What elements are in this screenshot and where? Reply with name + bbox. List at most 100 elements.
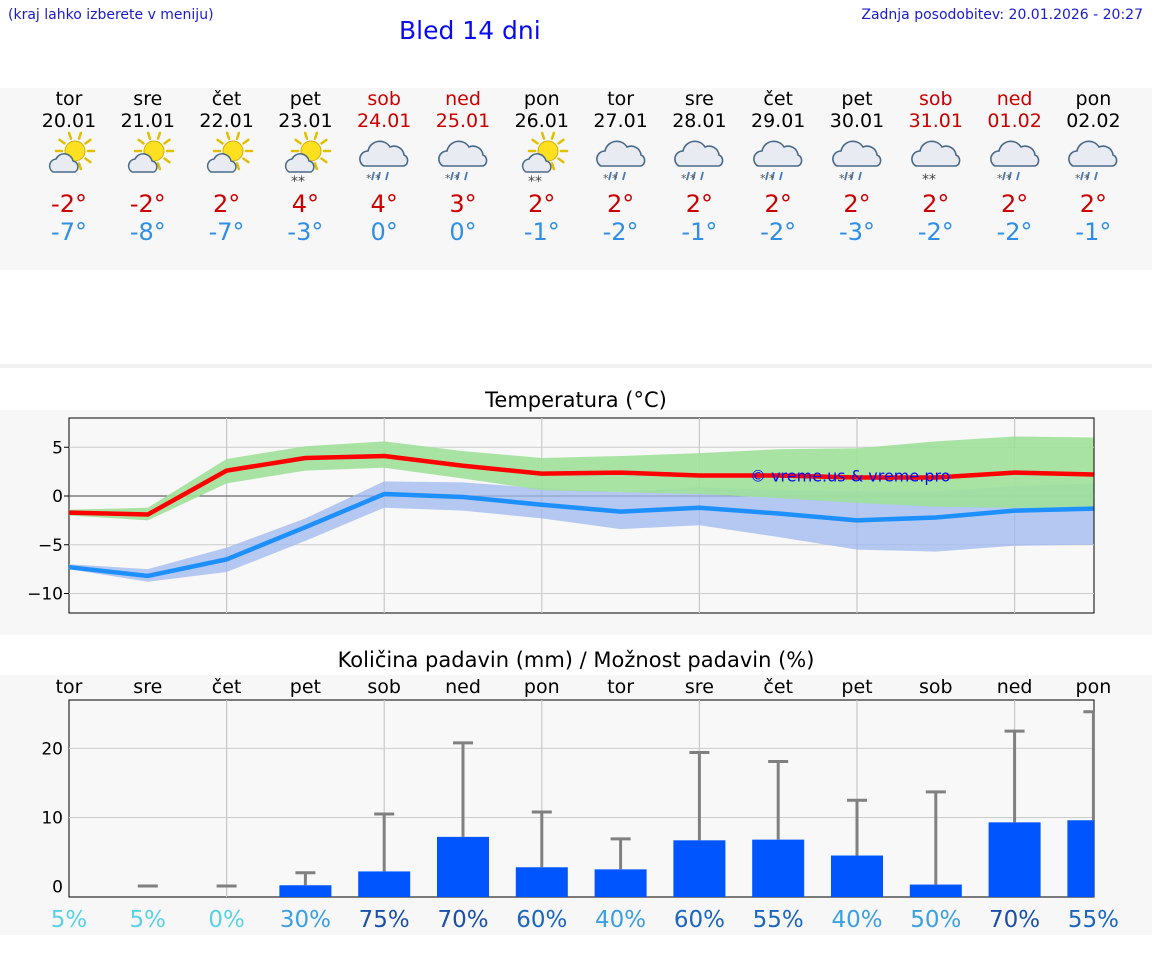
day-column: pon 26.01 ** 2° -1° [502,88,582,246]
max-temp: 2° [212,190,241,218]
precip-bar [752,839,805,897]
precip-chance: 5% [51,907,88,933]
sun-cloud-snow-icon: ** [285,131,332,190]
sleet-icon: * * [603,171,626,185]
day-date: 21.01 [120,110,175,132]
day-name: ned [445,88,481,110]
svg-text:* *: * * [603,172,618,185]
svg-text:* *: * * [839,172,854,185]
snow-icon: ** [528,174,542,190]
min-temp: 0° [370,218,398,246]
max-temp: 2° [922,190,950,218]
cloud-icon [674,140,724,167]
day-date: 22.01 [199,110,254,132]
precip-bar [831,855,883,897]
day-date: 25.01 [435,110,491,132]
min-temp: 0° [449,218,477,246]
max-temp: 4° [370,190,398,218]
day-name: sob [367,88,401,110]
precip-chance: 70% [989,907,1040,933]
precip-chance: 60% [674,907,725,933]
min-temp: -1° [681,218,718,246]
forecast-band [0,88,1152,270]
cloud-icon [989,140,1039,167]
day-date: 20.01 [41,110,97,132]
plot-area [68,699,1095,898]
cloud-icon [910,140,961,167]
day-name: pet [289,88,321,110]
precip-bar [673,840,726,897]
precip-chance: 40% [595,907,646,933]
day-column: sob 31.01 ** 2° -2° [896,88,976,246]
precip-bar [594,869,647,897]
day-date: 23.01 [278,110,333,132]
sleet-icon: * * [445,171,468,185]
sleet-icon: * * [366,171,390,185]
max-temp: -2° [51,190,87,218]
cloud-sleet-icon: * * [753,140,803,185]
day-date: 01.02 [987,110,1042,132]
precip-chance: 70% [437,907,488,933]
min-temp: -2° [602,218,639,246]
day-label: pon [524,676,560,698]
day-label: pon [1076,676,1112,698]
day-column: pet 30.01 * * 2° -3° [817,88,897,246]
svg-text:* *: * * [997,172,1012,185]
y-tick-label: 0 [52,487,63,507]
day-name: pon [523,88,560,110]
day-column: pon 02.02 * * 2° -1° [1053,88,1133,246]
max-temp: 2° [1000,190,1029,218]
min-temp: -8° [129,218,166,246]
y-tick-label: 0 [52,878,63,898]
precip-bar [358,871,411,897]
cloud-icon [753,140,803,167]
day-label: sob [919,676,953,698]
precip-bar [279,885,332,897]
day-label: ned [445,676,481,698]
min-temp: -7° [51,218,87,246]
day-label: pet [841,676,872,698]
day-column: sob 24.01 * * 4° 0° [344,88,424,246]
separator-band [0,364,1152,368]
y-tick-label: 10 [41,809,63,829]
min-temp: -1° [523,218,560,246]
day-label: čet [212,676,242,698]
cloud-icon [206,153,237,173]
day-date: 24.01 [356,110,412,132]
cloud-sleet-icon: * * [1068,140,1118,185]
last-updated: Zadnja posodobitev: 20.01.2026 - 20:27 [861,7,1143,23]
day-name: čet [763,88,793,110]
day-name: tor [607,88,635,110]
tmax-line [68,453,1094,517]
day-date: 27.01 [593,110,648,132]
precip-chance: 55% [753,907,804,933]
day-column: tor 27.01 * * 2° -2° [581,88,661,246]
cloud-icon [595,140,645,167]
day-label: sob [367,676,401,698]
precip-chance: 0% [208,907,245,933]
sleet-icon: * * [681,171,705,185]
min-temp: -1° [1075,218,1112,246]
svg-text:* *: * * [445,172,460,185]
day-name: sre [133,88,163,110]
snow-icon: ** [922,172,936,188]
precip-chance: 40% [831,907,882,933]
day-column: pet 23.01 ** 4° -3° [265,88,345,246]
day-label: sre [133,676,162,698]
region-menu-note[interactable]: (kraj lahko izberete v meniju) [8,7,214,23]
max-temp: 2° [606,190,635,218]
cloud-icon [285,153,315,173]
temperature-chart-title: Temperatura (°C) [485,388,667,412]
y-tick-label: 5 [52,438,63,458]
day-column: tor 20.01 -2° -7° [29,88,109,246]
cloud-icon [1068,140,1118,167]
min-temp: -3° [839,218,875,246]
cloud-icon [127,153,158,173]
y-tick-label: 20 [41,739,63,759]
tmin-band [69,481,1094,582]
cloud-sleet-icon: * * [674,140,724,185]
precip-chart-title: Količina padavin (mm) / Možnost padavin … [337,648,815,672]
day-column: ned 01.02 * * 2° -2° [975,88,1055,246]
sleet-icon: * * [760,171,784,185]
svg-text:* *: * * [366,172,381,185]
